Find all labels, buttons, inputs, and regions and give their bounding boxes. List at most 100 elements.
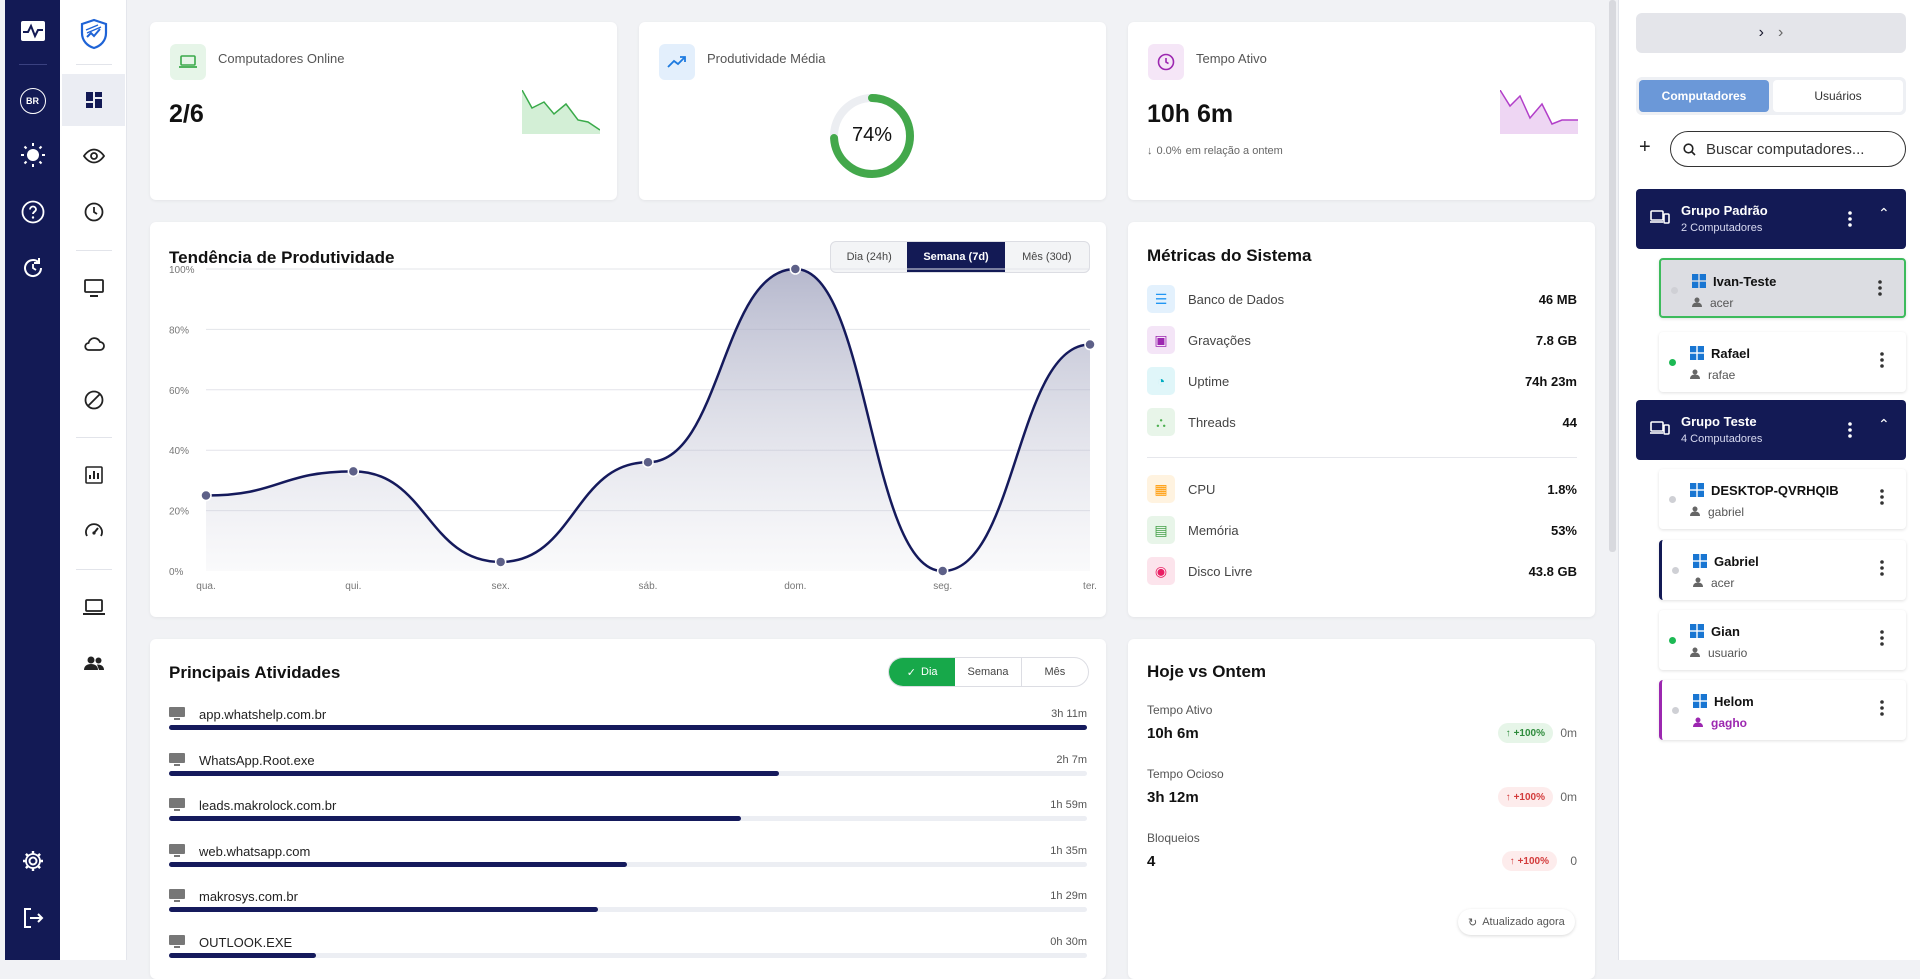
compare-label: Bloqueios (1147, 831, 1200, 845)
trend-point[interactable] (347, 465, 360, 478)
computer-item[interactable]: Gabriel acer (1659, 540, 1906, 600)
activity-row[interactable]: OUTLOOK.EXE 0h 30m (169, 933, 1087, 973)
windows-icon (1693, 554, 1707, 573)
arrow-up-icon: ↑ (1505, 791, 1511, 803)
chevron-up-icon[interactable]: ⌃ (1878, 416, 1890, 432)
range-week[interactable]: Semana (7d) (907, 242, 1005, 272)
more-options-icon[interactable] (1880, 630, 1884, 651)
main-scrollbar[interactable] (1609, 0, 1616, 552)
compare-label: Tempo Ativo (1147, 703, 1213, 717)
activities-period-selector: ✓ Dia Semana Mês (888, 657, 1089, 687)
status-dot (1669, 359, 1676, 366)
tab-computers[interactable]: Computadores (1639, 80, 1769, 112)
computer-item[interactable]: Helom gagho (1659, 680, 1906, 740)
activity-logo-icon[interactable] (5, 11, 60, 51)
logout-icon[interactable] (5, 898, 60, 938)
group-menu-icon[interactable] (1848, 211, 1852, 232)
trend-point[interactable] (200, 489, 212, 502)
computer-item[interactable]: Rafael rafae (1659, 332, 1906, 392)
activity-row[interactable]: app.whatshelp.com.br 3h 11m (169, 705, 1087, 745)
compare-badge-text: +100% (1517, 855, 1549, 867)
compare-value: 10h 6m (1147, 725, 1199, 742)
kpi-value: 2/6 (169, 100, 204, 128)
computer-item[interactable]: Ivan-Teste acer (1659, 258, 1906, 318)
group-count: 4 Computadores (1681, 433, 1763, 445)
chevron-up-icon[interactable]: ⌃ (1878, 205, 1890, 221)
language-badge[interactable]: BR (5, 81, 60, 121)
activity-row[interactable]: leads.makrolock.com.br 1h 59m (169, 796, 1087, 836)
help-icon[interactable] (5, 192, 60, 232)
theme-toggle-icon[interactable] (5, 135, 60, 175)
settings-icon[interactable] (5, 841, 60, 881)
collapse-bar[interactable]: › › (1636, 13, 1906, 53)
group-menu-icon[interactable] (1848, 422, 1852, 443)
updated-indicator[interactable]: ↻ Atualizado agora (1458, 909, 1575, 935)
nav-users[interactable] (62, 637, 125, 689)
language-label: BR (19, 88, 46, 114)
nav-screens[interactable] (62, 262, 125, 314)
range-month[interactable]: Mês (30d) (1022, 251, 1072, 263)
user-icon (1693, 576, 1703, 590)
period-day[interactable]: ✓ Dia (889, 658, 956, 686)
nav-dashboard[interactable] (62, 74, 125, 126)
laptop-icon (170, 44, 206, 80)
group-header[interactable]: Grupo Padrão 2 Computadores ⌃ (1636, 189, 1906, 249)
trend-point[interactable] (642, 456, 654, 469)
group-header[interactable]: Grupo Teste 4 Computadores ⌃ (1636, 400, 1906, 460)
trend-title: Tendência de Produtividade (169, 248, 395, 267)
activity-row[interactable]: WhatsApp.Root.exe 2h 7m (169, 751, 1087, 791)
more-options-icon[interactable] (1878, 280, 1882, 301)
monitor-icon (169, 889, 185, 908)
monitor-icon (169, 752, 185, 772)
add-computer-button[interactable]: + (1639, 136, 1651, 158)
nav-blocking[interactable] (62, 374, 125, 426)
activity-row[interactable]: web.whatsapp.com 1h 35m (169, 842, 1087, 882)
search-input[interactable]: Buscar computadores... (1706, 140, 1865, 158)
activity-name: WhatsApp.Root.exe (199, 752, 315, 768)
nav-cloud[interactable] (62, 318, 125, 370)
computer-user: gabriel (1690, 505, 1744, 519)
user-icon (1690, 505, 1700, 519)
computer-user: gagho (1693, 716, 1747, 730)
range-day[interactable]: Dia (24h) (846, 251, 892, 263)
compare-badge: ↑ +100% (1497, 787, 1553, 807)
trend-point[interactable] (936, 565, 949, 577)
more-options-icon[interactable] (1880, 560, 1884, 581)
trend-chart: 0% 20% 40% 60% 80% 100% qua. qui. sex. sáb. dom. se… (169, 263, 1097, 592)
x-tick-label: qua. (196, 581, 215, 592)
metric-row: ▤ Memória 53% (1147, 516, 1577, 546)
online-sparkline (522, 90, 600, 134)
monitor-icon (169, 935, 185, 954)
activity-bar-fill (169, 907, 598, 913)
period-month[interactable]: Mês (1044, 666, 1066, 678)
activity-time: 0h 30m (1050, 936, 1087, 948)
computer-item[interactable]: DESKTOP-QVRHQIB gabriel (1659, 469, 1906, 529)
nav-monitoring[interactable] (62, 130, 125, 182)
computer-item[interactable]: Gian usuario (1659, 610, 1906, 670)
nav-performance[interactable] (62, 505, 125, 557)
search-field[interactable]: Buscar computadores... (1670, 131, 1906, 167)
tab-users[interactable]: Usuários (1773, 80, 1903, 112)
computer-name: Helom (1714, 694, 1754, 709)
trend-point[interactable] (494, 556, 507, 568)
trend-point[interactable] (1084, 338, 1096, 351)
period-day-label: Dia (921, 666, 938, 678)
metric-value: 44 (1562, 415, 1577, 430)
activities-title: Principais Atividades (169, 663, 341, 682)
nav-history[interactable] (62, 186, 125, 238)
trend-point[interactable] (789, 263, 802, 275)
activity-time: 2h 7m (1056, 753, 1087, 766)
activity-bar (169, 953, 1087, 958)
more-options-icon[interactable] (1880, 352, 1884, 373)
nav-reports[interactable] (62, 449, 125, 501)
x-tick-label: dom. (784, 581, 806, 592)
refresh-icon[interactable] (5, 248, 60, 288)
productivity-trend-card: Tendência de Produtividade Dia (24h) Sem… (150, 222, 1106, 617)
devices-icon (1650, 420, 1670, 441)
more-options-icon[interactable] (1880, 489, 1884, 510)
period-week[interactable]: Semana (955, 658, 1022, 686)
nav-computers[interactable] (62, 581, 125, 633)
activity-row[interactable]: makrosys.com.br 1h 29m (169, 887, 1087, 927)
y-tick-label: 60% (169, 386, 189, 397)
more-options-icon[interactable] (1880, 700, 1884, 721)
